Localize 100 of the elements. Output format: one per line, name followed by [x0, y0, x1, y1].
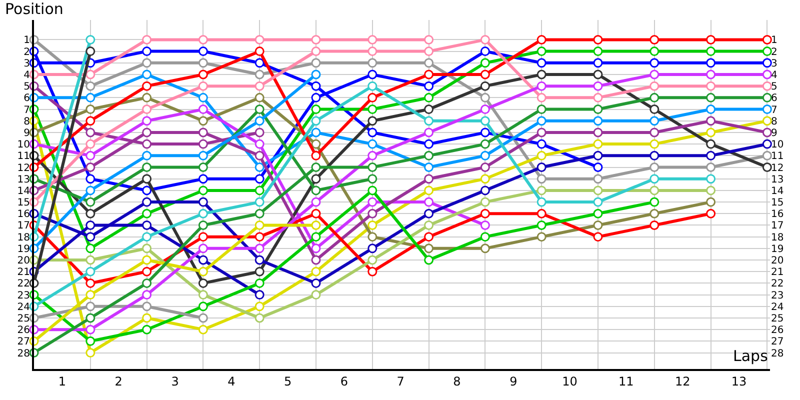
point: [311, 150, 321, 160]
y-tick-label: 20: [17, 256, 30, 267]
point: [86, 92, 96, 102]
point: [650, 220, 660, 230]
point: [762, 92, 772, 102]
point: [142, 290, 152, 300]
y-tick-label: 19: [17, 244, 30, 255]
point: [480, 186, 490, 196]
point: [368, 186, 378, 196]
y-tick-label: 18: [17, 232, 30, 244]
point: [424, 162, 434, 172]
x-axis-title: Laps: [733, 347, 768, 365]
point: [86, 336, 96, 346]
point: [424, 128, 434, 138]
y2-tick-label: 2: [771, 46, 778, 58]
y-tick-label: 21: [17, 267, 30, 278]
point: [198, 197, 208, 207]
y2-tick-label: 11: [771, 151, 784, 162]
point: [424, 255, 434, 265]
y2-tick-label: 8: [771, 116, 778, 128]
point: [536, 58, 546, 68]
point: [536, 174, 546, 184]
point: [254, 116, 264, 126]
point: [650, 104, 660, 114]
point: [198, 139, 208, 149]
point: [254, 197, 264, 207]
y-tick-label: 6: [24, 93, 30, 104]
point: [311, 70, 321, 80]
point: [254, 128, 264, 138]
point: [368, 81, 378, 91]
point: [311, 186, 321, 196]
point: [311, 162, 321, 172]
point: [142, 220, 152, 230]
point: [706, 46, 716, 56]
point: [536, 208, 546, 218]
y2-tick-label: 1: [771, 35, 778, 46]
point: [424, 116, 434, 126]
point: [142, 58, 152, 68]
point: [86, 290, 96, 300]
x-tick-label: 3: [171, 374, 179, 388]
point: [254, 208, 264, 218]
y-tick-label: 27: [17, 336, 30, 348]
y2-tick-label: 10: [771, 140, 784, 151]
point: [198, 208, 208, 218]
point: [424, 139, 434, 149]
y-tick-label: 25: [17, 313, 30, 324]
point: [86, 139, 96, 149]
x-tick-label: 4: [228, 374, 236, 388]
point: [593, 34, 603, 44]
point: [142, 81, 152, 91]
x-tick-label: 2: [114, 374, 122, 388]
point: [86, 81, 96, 91]
point: [593, 139, 603, 149]
y-tick-label: 23: [17, 290, 30, 302]
point: [254, 46, 264, 56]
point: [480, 116, 490, 126]
point: [198, 128, 208, 138]
point: [311, 232, 321, 242]
y-tick-label: 10: [17, 140, 30, 151]
point: [142, 116, 152, 126]
point: [536, 139, 546, 149]
point: [254, 244, 264, 254]
point: [706, 139, 716, 149]
point: [311, 174, 321, 184]
point: [480, 128, 490, 138]
point: [593, 208, 603, 218]
point: [86, 255, 96, 265]
point: [480, 232, 490, 242]
point: [198, 278, 208, 288]
point: [706, 162, 716, 172]
y-tick-label: 16: [17, 209, 30, 220]
point: [254, 232, 264, 242]
y2-tick-label: 6: [771, 93, 778, 104]
point: [424, 197, 434, 207]
point: [254, 290, 264, 300]
point: [254, 139, 264, 149]
point: [311, 116, 321, 126]
point: [480, 197, 490, 207]
point: [536, 150, 546, 160]
point: [536, 46, 546, 56]
point: [762, 150, 772, 160]
point: [536, 104, 546, 114]
y-tick-label: 24: [17, 302, 30, 313]
y-tick-label: 3: [24, 58, 30, 70]
point: [762, 34, 772, 44]
x-tick-label: 6: [340, 374, 348, 388]
point: [198, 244, 208, 254]
x-tick-label: 1: [58, 374, 66, 388]
point: [593, 46, 603, 56]
point: [198, 70, 208, 80]
point: [424, 70, 434, 80]
point: [198, 232, 208, 242]
point: [650, 34, 660, 44]
point: [368, 58, 378, 68]
point: [593, 104, 603, 114]
point: [536, 81, 546, 91]
point: [762, 46, 772, 56]
point: [86, 278, 96, 288]
y-tick-label: 22: [17, 278, 30, 290]
point: [86, 174, 96, 184]
